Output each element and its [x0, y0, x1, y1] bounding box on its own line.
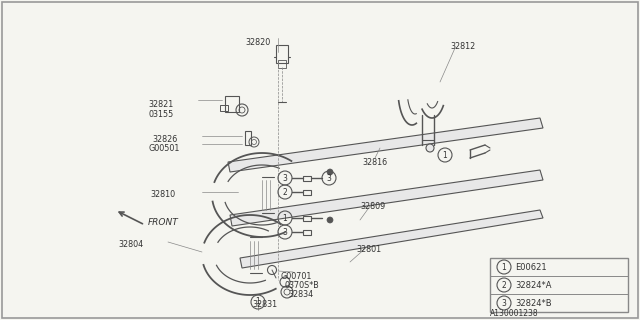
Text: 3: 3 [326, 173, 332, 182]
Text: 32834: 32834 [288, 290, 313, 299]
Bar [303, 175, 311, 180]
Text: 32824*A: 32824*A [515, 281, 552, 290]
Bar [303, 189, 311, 195]
Bar [220, 105, 228, 111]
Circle shape [327, 217, 333, 223]
Bar [278, 60, 286, 68]
Text: 3: 3 [283, 228, 287, 236]
Text: 32801: 32801 [356, 245, 381, 254]
Circle shape [327, 169, 333, 175]
Text: 32809: 32809 [360, 202, 385, 211]
Bar [276, 45, 288, 63]
Text: 32821: 32821 [148, 100, 173, 109]
Text: 03155: 03155 [148, 110, 173, 119]
Text: 2: 2 [283, 188, 287, 196]
Polygon shape [230, 170, 543, 226]
Text: 3: 3 [502, 299, 506, 308]
Text: A130001238: A130001238 [490, 309, 539, 318]
Text: 1: 1 [502, 262, 506, 271]
Bar [303, 229, 311, 235]
Bar [245, 131, 251, 145]
Text: 32810: 32810 [150, 190, 175, 199]
Text: 0370S*B: 0370S*B [284, 281, 319, 290]
Text: G00501: G00501 [148, 144, 179, 153]
Text: E00621: E00621 [515, 262, 547, 271]
Text: 1: 1 [283, 213, 287, 222]
Text: 32824*B: 32824*B [515, 299, 552, 308]
Text: 2: 2 [502, 281, 506, 290]
Text: 1: 1 [443, 150, 447, 159]
Text: 32804: 32804 [118, 240, 143, 249]
Text: 1: 1 [255, 298, 260, 307]
Polygon shape [240, 210, 543, 268]
Circle shape [426, 144, 434, 152]
Text: FRONT: FRONT [148, 218, 179, 227]
Text: G00701: G00701 [280, 272, 312, 281]
Text: 32820: 32820 [245, 38, 270, 47]
Text: 32826: 32826 [152, 135, 177, 144]
Bar [225, 96, 239, 112]
Polygon shape [228, 118, 543, 172]
Text: 32812: 32812 [450, 42, 476, 51]
Bar [490, 258, 628, 312]
Text: 3: 3 [283, 173, 287, 182]
Text: 32816: 32816 [362, 158, 387, 167]
Bar [303, 215, 311, 220]
Text: 32831: 32831 [252, 300, 277, 309]
